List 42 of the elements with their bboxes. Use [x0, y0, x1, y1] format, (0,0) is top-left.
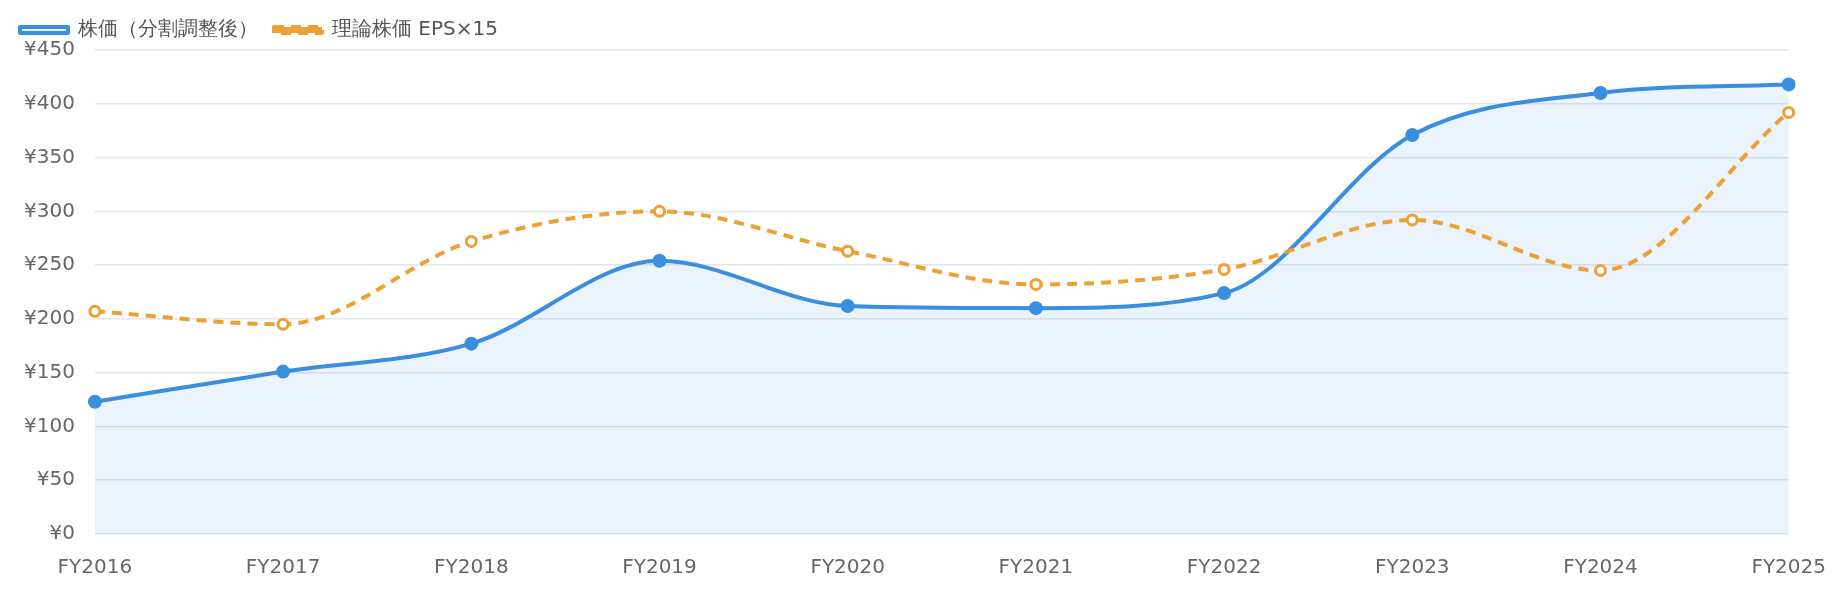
point	[1782, 105, 1796, 119]
point	[464, 234, 478, 248]
point	[1217, 262, 1231, 276]
point	[841, 244, 855, 258]
y-tick-label: ¥450	[23, 36, 75, 61]
x-tick-label: FY2020	[810, 554, 886, 579]
y-tick-label: ¥100	[23, 412, 75, 437]
x-tick-label: FY2022	[1186, 554, 1262, 579]
x-tick-label: FY2025	[1751, 554, 1826, 579]
legend-label: 理論株価 EPS×15	[332, 16, 498, 41]
y-tick-label: ¥50	[36, 466, 75, 491]
point	[276, 317, 290, 331]
point	[652, 253, 667, 268]
y-tick-label: ¥350	[23, 143, 75, 168]
y-tick-label: ¥0	[49, 520, 75, 545]
point	[276, 364, 291, 379]
x-tick-label: FY2016	[57, 554, 133, 579]
y-tick-label: ¥250	[23, 251, 75, 276]
point	[840, 298, 855, 313]
legend-label: 株価（分割調整後）	[77, 16, 258, 41]
point	[1593, 263, 1607, 277]
x-tick-label: FY2019	[622, 554, 697, 579]
point	[1217, 286, 1232, 301]
point	[1781, 77, 1796, 92]
y-tick-label: ¥200	[23, 305, 75, 330]
x-tick-label: FY2021	[998, 554, 1074, 579]
point	[1593, 86, 1608, 101]
x-tick-label: FY2023	[1374, 554, 1450, 579]
point	[87, 394, 102, 409]
point	[88, 304, 102, 318]
x-tick-label: FY2017	[245, 554, 321, 579]
x-tick-label: FY2018	[433, 554, 509, 579]
y-tick-label: ¥400	[23, 89, 75, 114]
point	[1405, 127, 1420, 142]
point	[1405, 213, 1419, 227]
point	[1029, 277, 1043, 291]
point	[653, 204, 666, 218]
x-tick-label: FY2024	[1563, 554, 1638, 579]
point	[1028, 301, 1043, 316]
point	[464, 336, 479, 351]
y-tick-label: ¥300	[23, 197, 75, 222]
y-tick-label: ¥150	[23, 358, 75, 383]
